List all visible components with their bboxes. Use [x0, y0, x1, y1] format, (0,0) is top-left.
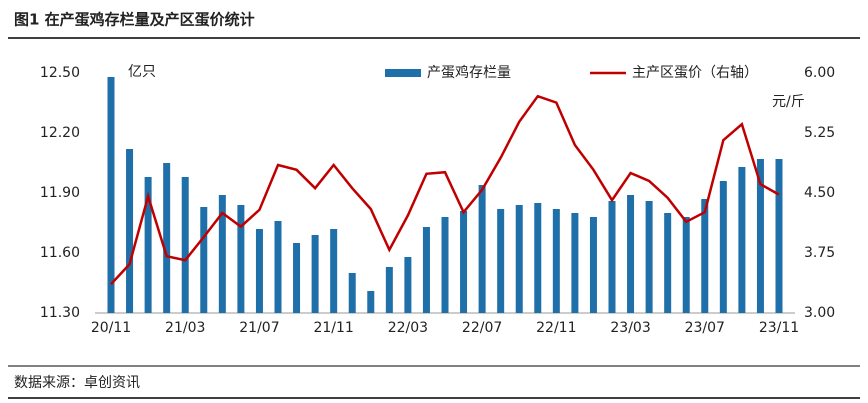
- bar: [385, 267, 393, 313]
- bar: [163, 163, 171, 313]
- bar: [144, 177, 152, 313]
- y2-unit: 元/斤: [772, 94, 805, 110]
- bar: [719, 181, 727, 313]
- bar: [293, 243, 301, 313]
- bar: [330, 229, 338, 313]
- bar: [348, 273, 356, 313]
- bar: [775, 159, 783, 313]
- bar: [571, 213, 579, 313]
- x-tick-label: 22/07: [462, 320, 502, 336]
- y2-tick-label: 3.75: [804, 245, 835, 261]
- x-tick-label: 22/03: [388, 320, 428, 336]
- bar: [107, 77, 115, 313]
- bar: [701, 199, 709, 313]
- x-tick-label: 23/11: [759, 320, 799, 336]
- y-tick-label: 11.90: [40, 185, 80, 201]
- legend-label: 主产区蛋价（右轴）: [632, 65, 758, 81]
- bar: [552, 209, 560, 313]
- y-tick-label: 12.50: [40, 65, 80, 81]
- y-tick-label: 11.30: [40, 305, 80, 321]
- x-tick-label: 21/11: [313, 320, 353, 336]
- x-tick-label: 21/03: [165, 320, 205, 336]
- bar: [497, 209, 505, 313]
- y-unit: 亿只: [128, 64, 156, 80]
- bar: [589, 217, 597, 313]
- source: 数据来源：卓创资讯: [14, 375, 140, 391]
- bar: [200, 207, 208, 313]
- bar: [682, 217, 690, 313]
- bar: [126, 149, 134, 313]
- y2-tick-label: 5.25: [804, 125, 835, 141]
- x-tick-label: 20/11: [91, 320, 131, 336]
- bar: [311, 235, 319, 313]
- bar: [515, 205, 523, 313]
- bar: [181, 177, 189, 313]
- bar: [422, 227, 430, 313]
- y2-tick-label: 6.00: [804, 65, 835, 81]
- bar: [627, 195, 635, 313]
- x-tick-label: 23/03: [610, 320, 650, 336]
- bar: [645, 201, 653, 313]
- bar: [237, 205, 245, 313]
- x-tick-label: 22/11: [536, 320, 576, 336]
- bar: [608, 201, 616, 313]
- y2-tick-label: 3.00: [804, 305, 835, 321]
- price-line: [110, 94, 780, 286]
- bar: [664, 213, 672, 313]
- bar: [404, 257, 412, 313]
- bar: [367, 291, 375, 313]
- y-tick-label: 11.60: [40, 245, 80, 261]
- bar: [441, 217, 449, 313]
- bar: [218, 195, 226, 313]
- x-tick-label: 21/07: [239, 320, 279, 336]
- legend-label: 产蛋鸡存栏量: [427, 64, 511, 81]
- y2-tick-label: 4.50: [804, 185, 835, 201]
- y-tick-label: 12.20: [40, 125, 80, 141]
- bar: [756, 159, 764, 313]
- x-tick-label: 23/07: [685, 320, 725, 336]
- bar: [460, 211, 468, 313]
- chart-title: 图1 在产蛋鸡存栏量及产区蛋价统计: [14, 11, 255, 29]
- bar: [738, 167, 746, 313]
- bar: [255, 229, 263, 313]
- bar: [274, 221, 282, 313]
- legend-swatch: [385, 69, 421, 77]
- bar: [534, 203, 542, 313]
- bar: [478, 185, 486, 313]
